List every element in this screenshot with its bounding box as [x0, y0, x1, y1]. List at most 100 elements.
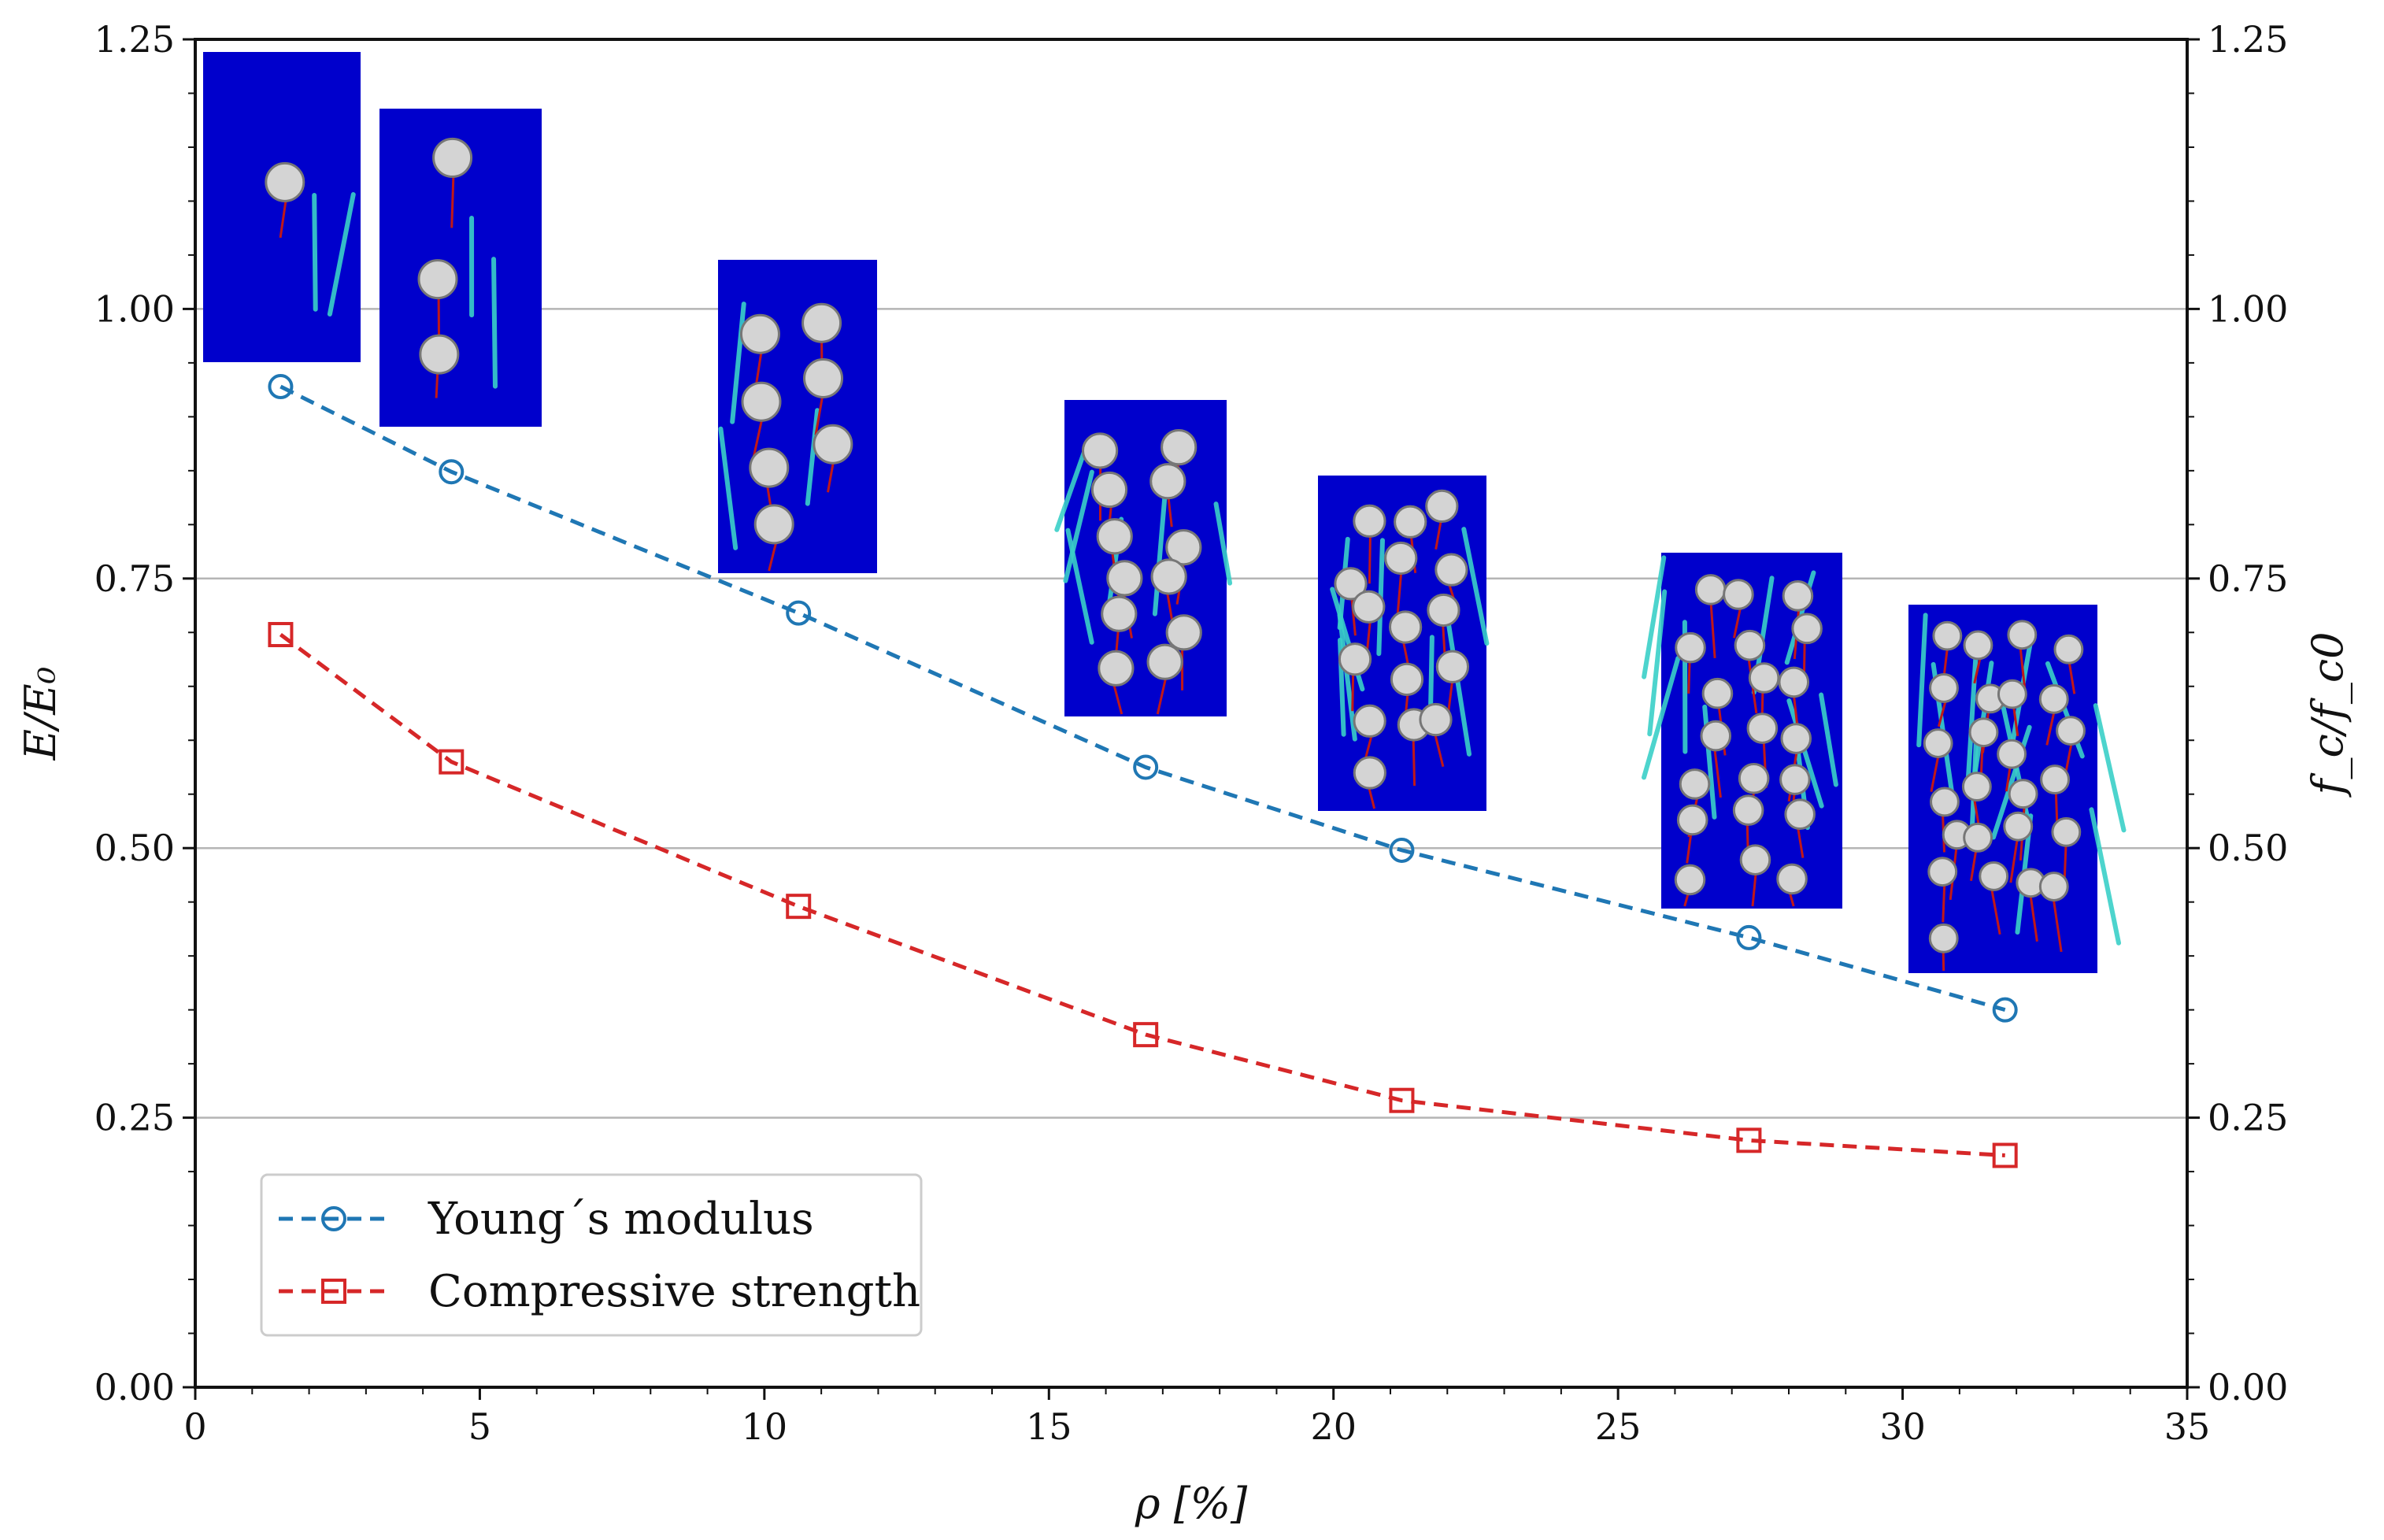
inset-aggregate: [1353, 704, 1386, 738]
inset-aggregate: [1338, 642, 1372, 676]
legend: Young´s modulus Compressive strength: [260, 1173, 923, 1337]
inset-crack: [1686, 834, 1693, 864]
inset-damage-band: [1152, 487, 1168, 616]
inset-damage-band: [1819, 692, 1838, 787]
inset-crack: [1167, 498, 1173, 528]
data-point-0-0: [268, 374, 294, 400]
inset-crack: [2053, 900, 2063, 953]
inset-aggregate: [417, 259, 458, 300]
inset-aggregate: [2038, 683, 2069, 714]
inset-crack: [1368, 536, 1372, 584]
inset-aggregate: [1161, 429, 1198, 466]
inset-crack: [450, 176, 455, 228]
inset-aggregate: [1679, 768, 1711, 800]
inset-aggregate: [432, 137, 473, 178]
data-point-0-3: [1133, 754, 1159, 780]
inset-aggregate: [2003, 811, 2034, 842]
inset-aggregate: [1997, 739, 2027, 769]
inset-aggregate: [1932, 620, 1963, 651]
inset-aggregate: [1963, 630, 1993, 661]
inset-damage-band: [1647, 589, 1668, 737]
inset-aggregate: [1734, 629, 1766, 661]
inset-aggregate: [1334, 567, 1368, 601]
inset-damage-band: [718, 426, 739, 550]
inset-damage-band: [1213, 502, 1233, 586]
inset-crack: [2009, 839, 2019, 883]
axis-ticks: 0 5 10 15 20 25 30 350.000.250.500.751.001.250.…: [94, 18, 2289, 1448]
inset-aggregate: [753, 504, 794, 545]
x-tick-label-3: 15: [1026, 1405, 1072, 1448]
inset-aggregate: [1165, 614, 1202, 651]
inset-aggregate: [1150, 558, 1187, 595]
inset-specimen-4: [1054, 400, 1233, 716]
inset-damage-band: [730, 302, 746, 424]
inset-crack: [1942, 885, 1946, 923]
inset-crack: [1156, 678, 1167, 715]
inset-crack: [1412, 740, 1416, 787]
inset-aggregate: [1923, 728, 1953, 758]
inset-aggregate: [1106, 560, 1143, 597]
inset-aggregate: [2038, 872, 2069, 901]
inset-aggregate: [1694, 574, 1727, 605]
inset-aggregate: [1927, 857, 1958, 887]
data-point-1-2: [786, 894, 812, 920]
inset-aggregate: [1776, 863, 1808, 895]
inset-crack: [1434, 735, 1445, 768]
inset-aggregate: [1968, 717, 1999, 748]
inset-aggregate: [1427, 593, 1460, 627]
inset-crack: [1973, 658, 1982, 684]
inset-aggregate: [1384, 541, 1418, 576]
y-tick-label-right-4: 1.00: [2208, 287, 2288, 330]
inset-aggregate: [1090, 471, 1128, 509]
data-series: [268, 374, 2018, 1168]
series-line-1: [279, 632, 2005, 1157]
inset-aggregate: [1732, 794, 1764, 826]
inset-specimen-5: [1318, 476, 1490, 811]
series-line-0: [279, 384, 2006, 1012]
inset-aggregate: [1748, 662, 1780, 694]
y-axis-label-left: E/E₀: [16, 667, 65, 761]
inset-aggregate: [265, 161, 305, 202]
data-point-0-4: [1389, 837, 1415, 863]
series-1: [268, 622, 2018, 1168]
inset-aggregate: [1149, 463, 1186, 500]
inset-aggregate: [1963, 822, 1993, 853]
inset-specimen-3: [718, 260, 877, 573]
inset-aggregate: [1165, 529, 1202, 566]
inset-crack: [1751, 874, 1757, 907]
inset-crack: [1434, 521, 1442, 550]
y-tick-label-right-3: 0.75: [2208, 557, 2288, 600]
inset-aggregate: [1784, 798, 1816, 831]
data-point-1-0: [268, 622, 294, 648]
inset-aggregate: [2051, 816, 2082, 847]
inset-aggregate: [419, 334, 460, 375]
legend-marker-square: [321, 1279, 346, 1304]
inset-damage-band: [1337, 613, 1357, 742]
inset-aggregate: [1779, 764, 1811, 795]
inset-aggregate: [1419, 702, 1453, 737]
y-tick-label-left-5: 1.25: [94, 18, 175, 61]
y-tick-label-left-4: 1.00: [94, 287, 175, 330]
x-tick-label-5: 25: [1595, 1405, 1642, 1448]
inset-aggregate: [1700, 720, 1732, 752]
series-0: [268, 374, 2018, 1023]
inset-aggregate: [1961, 772, 1992, 802]
inset-aggregate: [1979, 861, 2009, 891]
inset-aggregate: [1675, 631, 1706, 664]
inset-aggregate: [1701, 677, 1734, 709]
inset-aggregate: [1791, 613, 1823, 645]
inset-aggregate: [2053, 634, 2084, 664]
inset-crack: [1969, 851, 1978, 881]
inset-aggregate: [1098, 650, 1135, 687]
inset-aggregate: [803, 357, 844, 398]
inset-aggregate: [1780, 723, 1812, 754]
inset-crack: [1930, 757, 1940, 792]
data-point-1-1: [439, 749, 465, 775]
inset-aggregate: [1928, 923, 1959, 953]
inset-crack: [2005, 767, 2012, 792]
y-tick-label-left-1: 0.25: [94, 1097, 175, 1139]
inset-crack: [2029, 896, 2038, 942]
inset-damage-band: [491, 257, 498, 389]
inset-crack: [2067, 662, 2076, 694]
inset-damage-band: [2093, 703, 2127, 833]
